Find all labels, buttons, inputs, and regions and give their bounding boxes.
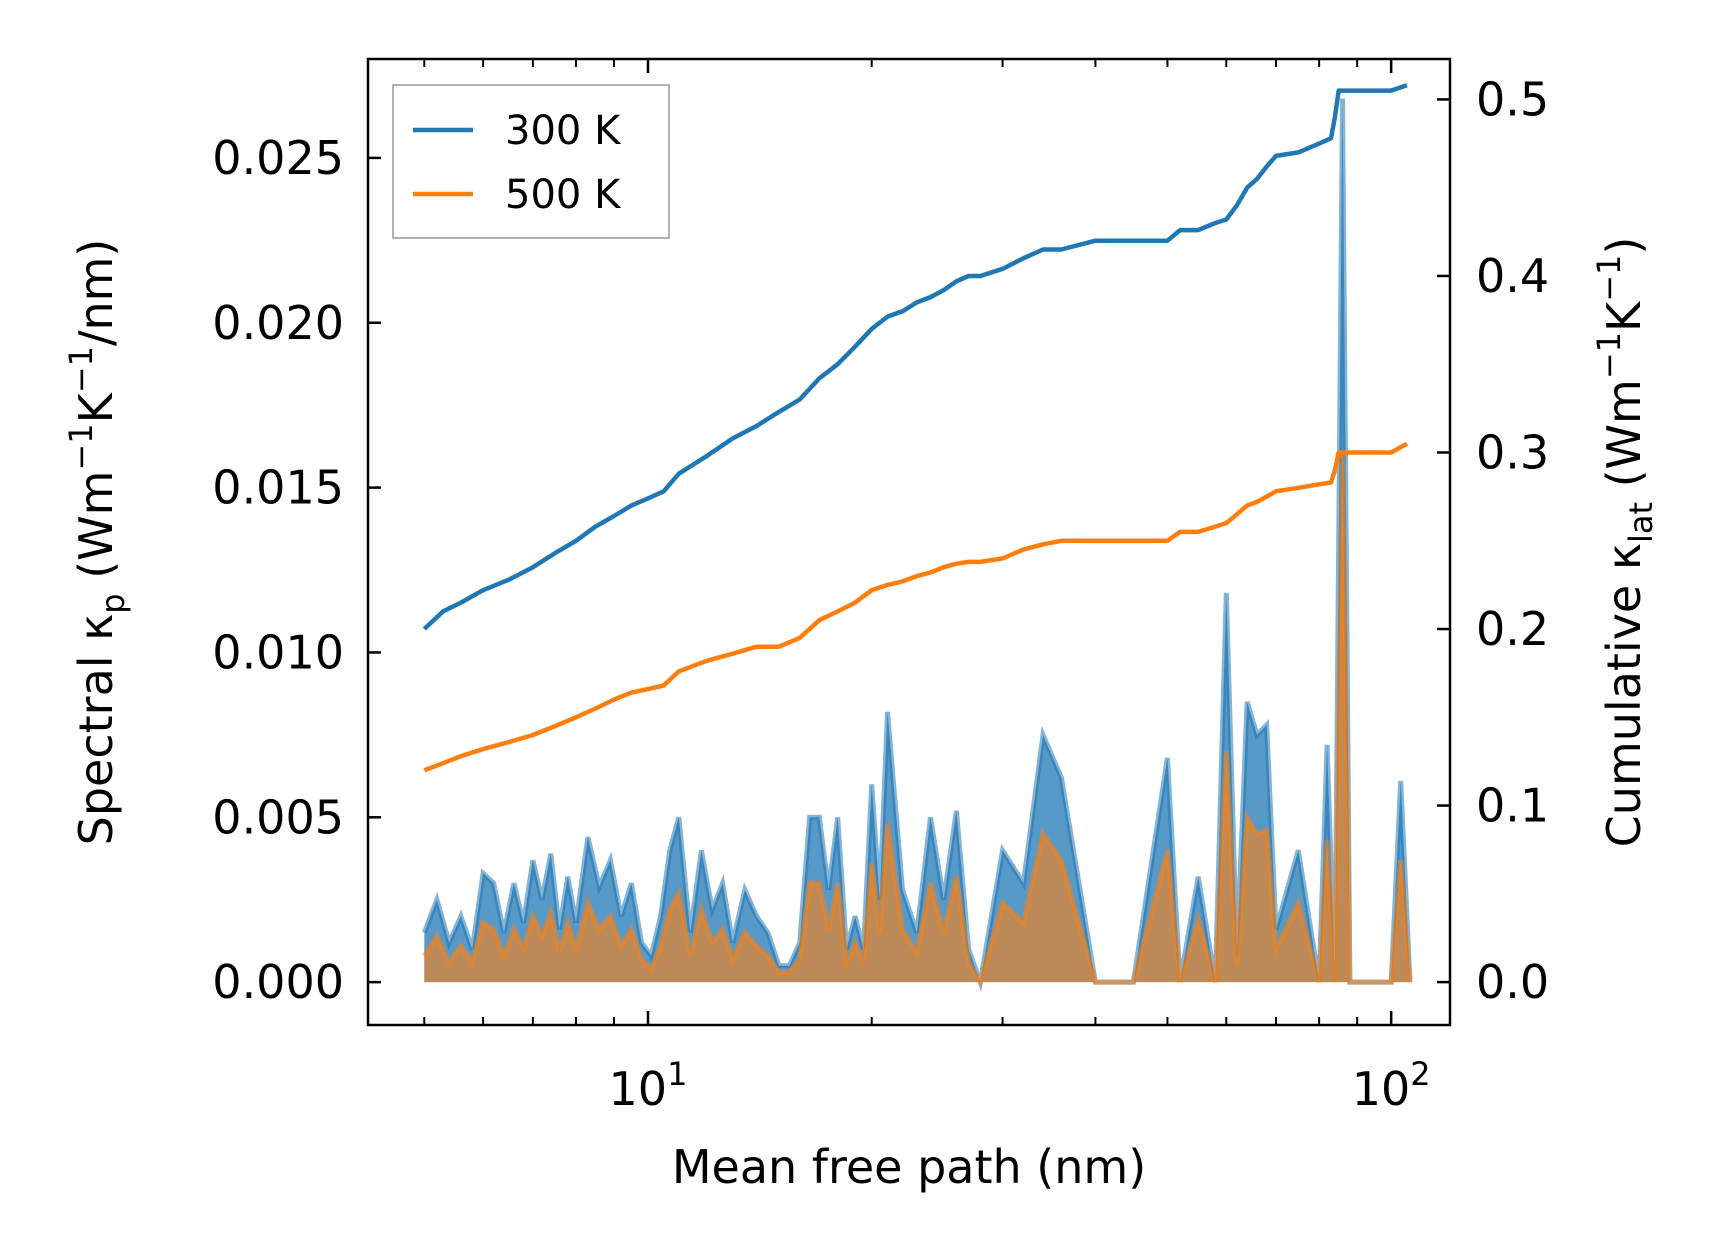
y-left-tick-label: 0.005: [212, 790, 344, 844]
spectral-edge-500k: [422, 454, 1413, 989]
y-left-tick-label: 0.020: [212, 296, 344, 350]
y-right-tick-label: 0.2: [1476, 602, 1549, 656]
legend-box: [392, 84, 670, 239]
spectral-edge-300k: [421, 98, 1413, 992]
y-left-axis-label: Spectral κp (Wm−1K−1/nm): [62, 239, 132, 846]
spectral-fill-layer: [421, 98, 1413, 992]
legend-label: 300 K: [505, 108, 622, 154]
cumulative-line-layer: [422, 83, 1409, 773]
y-right-tick-label: 0.1: [1476, 779, 1549, 833]
legend-label: 500 K: [505, 172, 622, 218]
y-right-tick-label: 0.4: [1476, 249, 1549, 303]
cumulative-line-300k: [422, 83, 1408, 631]
y-right-axis-label: Cumulative κlat (Wm−1K−1): [1590, 237, 1660, 848]
cumulative-line-500k: [423, 441, 1409, 773]
y-left-tick-label: 0.010: [212, 625, 344, 679]
axis-labels: Mean free path (nm) Spectral κp (Wm−1K−1/…: [62, 237, 1660, 1194]
x-axis-label: Mean free path (nm): [672, 1140, 1146, 1194]
plot-frame: [366, 57, 1452, 1027]
y-left-tick-label: 0.015: [212, 461, 344, 515]
y-left-tick-label: 0.025: [212, 131, 344, 185]
y-right-tick-label: 0.0: [1476, 955, 1549, 1009]
x-tick-label: 102: [1352, 1055, 1431, 1116]
axes: 0.000 0.005 0.010 0.015 0.020 0.025 0.0 0.1 0.2 0…: [212, 57, 1549, 1116]
x-tick-label: 101: [609, 1055, 688, 1116]
legend: 300 K 500 K: [392, 84, 670, 239]
y-left-tick-label: 0.000: [212, 955, 344, 1009]
y-right-tick-label: 0.5: [1476, 72, 1549, 126]
y-right-tick-label: 0.3: [1476, 425, 1549, 479]
